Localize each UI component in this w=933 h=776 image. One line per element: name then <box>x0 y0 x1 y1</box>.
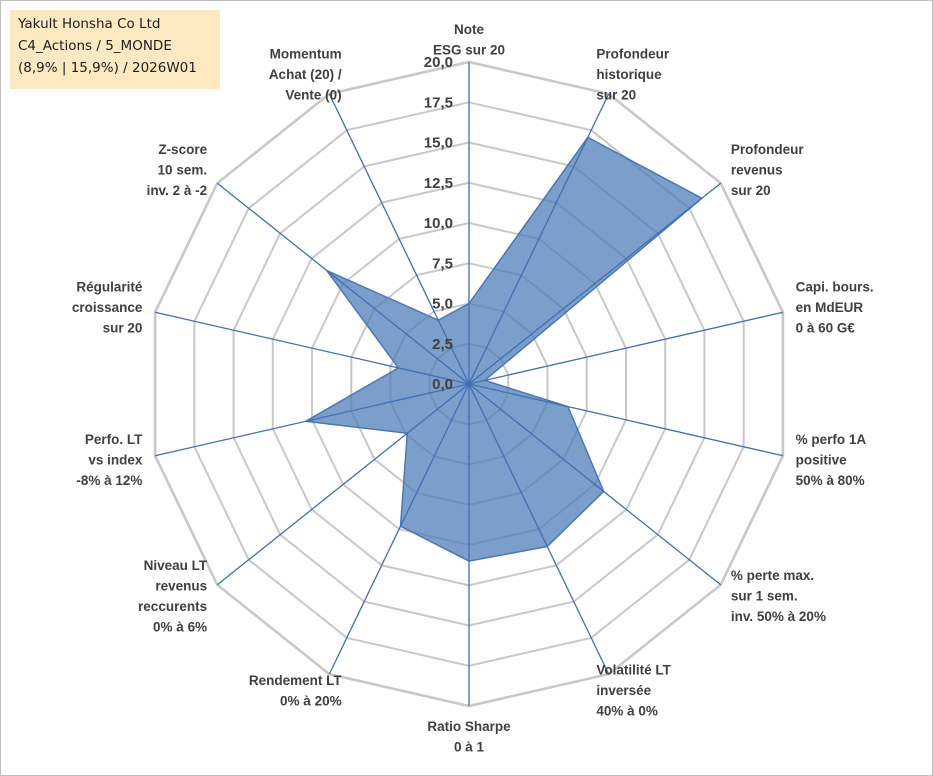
axis-label-line: sur 1 sem. <box>731 589 798 604</box>
axis-label-line: sur 20 <box>103 321 143 336</box>
info-company-name: Yakult Honsha Co Ltd <box>18 16 161 32</box>
axis-label: Momentum Achat (20) / Vente (0) <box>269 46 342 102</box>
axis-label: Rendement LT 0% à 20% <box>249 673 343 709</box>
axis-label-line: Momentum <box>270 46 342 61</box>
axis-spoke <box>468 383 722 586</box>
series-area <box>303 136 704 562</box>
info-portfolio: C4_Actions / 5_MONDE <box>18 38 172 54</box>
axis-label-line: Rendement LT <box>249 673 343 688</box>
axis-label-line: reccurents <box>138 599 207 614</box>
axis-label-line: en MdEUR <box>796 300 864 315</box>
tick-label: 12,5 <box>424 175 453 192</box>
axis-spoke <box>154 383 470 457</box>
axis-label-line: % perte max. <box>731 568 814 583</box>
tick-label: 0,0 <box>432 376 453 393</box>
tick-label: 20,0 <box>424 54 453 71</box>
tick-label: 10,0 <box>424 215 453 232</box>
axis-label-line: 0 à 60 G€ <box>796 321 856 336</box>
axis-label-line: Ratio Sharpe <box>427 719 511 734</box>
axis-label-line: sur 20 <box>596 87 636 102</box>
axis-spoke <box>328 93 470 385</box>
axis-label-line: revenus <box>155 579 207 594</box>
axis-spoke <box>216 383 470 586</box>
axis-label: Capi. bours. en MdEUR 0 à 60 G€ <box>796 280 874 336</box>
axis-label-line: Perfo. LT <box>85 432 143 447</box>
axis-label-line: 50% à 80% <box>796 473 865 488</box>
axis-label: % perfo 1A positive 50% à 80% <box>796 432 867 488</box>
axis-label-line: Z-score <box>158 142 207 157</box>
axis-label-line: inversée <box>596 683 651 698</box>
axis-label-line: 40% à 0% <box>596 704 658 719</box>
axis-label-line: Note <box>454 22 484 37</box>
axis-spoke <box>468 383 610 675</box>
axis-label-line: croissance <box>72 300 143 315</box>
axis-label: Ratio Sharpe 0 à 1 <box>427 719 511 755</box>
axis-spoke <box>216 182 470 385</box>
axis-label-line: Capi. bours. <box>796 280 874 295</box>
axis-label-line: Niveau LT <box>144 558 208 573</box>
tick-label: 17,5 <box>424 94 453 111</box>
radar-axis-labels: Note ESG sur 20 Profondeur historique sur 20… <box>72 22 874 755</box>
axis-label-line: historique <box>596 67 662 82</box>
axis-label-line: Profondeur <box>596 46 669 61</box>
axis-label: % perte max. sur 1 sem. inv. 50% à 20% <box>731 568 826 624</box>
axis-label-line: positive <box>796 452 848 467</box>
axis-spoke <box>328 383 470 675</box>
axis-spoke <box>154 311 470 385</box>
axis-label-line: vs index <box>88 452 143 467</box>
axis-label-line: Profondeur <box>731 142 804 157</box>
axis-label-line: 0 à 1 <box>454 740 485 755</box>
tick-label: 7,5 <box>432 255 453 272</box>
info-performance-week: (8,9% | 15,9%) / 2026W01 <box>18 60 197 76</box>
axis-label-line: Régularité <box>76 280 143 295</box>
axis-label-line: Vente (0) <box>285 87 341 102</box>
axis-label: Niveau LT revenus reccurents 0% à 6% <box>138 558 208 635</box>
axis-label-line: revenus <box>731 162 783 177</box>
axis-label-line: Achat (20) / <box>269 67 342 82</box>
axis-label: Volatilité LT inversée 40% à 0% <box>596 663 671 719</box>
axis-label-line: 0% à 20% <box>280 693 342 708</box>
radar-spokes <box>154 62 784 706</box>
radar-tick-labels: 0,0 2,5 5,0 7,5 10,0 12,5 15,0 17,5 20,0 <box>424 54 453 393</box>
tick-label: 2,5 <box>432 336 453 353</box>
axis-label-line: 10 sem. <box>158 162 208 177</box>
axis-label-line: inv. 50% à 20% <box>731 609 826 624</box>
info-box: Yakult Honsha Co Ltd C4_Actions / 5_MOND… <box>10 10 220 89</box>
axis-label: Note ESG sur 20 <box>433 22 505 58</box>
radar-series <box>303 136 704 562</box>
axis-label-line: % perfo 1A <box>796 432 867 447</box>
axis-label: Perfo. LT vs index -8% à 12% <box>76 432 143 488</box>
axis-label-line: -8% à 12% <box>76 473 142 488</box>
axis-spoke <box>468 182 722 385</box>
tick-label: 5,0 <box>432 296 453 313</box>
tick-label: 15,0 <box>424 135 453 152</box>
axis-label: Profondeur historique sur 20 <box>596 46 669 102</box>
axis-spoke <box>468 93 610 385</box>
axis-spoke <box>468 383 784 457</box>
axis-label-line: inv. 2 à -2 <box>147 183 208 198</box>
axis-spoke <box>468 311 784 385</box>
axis-label: Régularité croissance sur 20 <box>72 280 143 336</box>
axis-label-line: Volatilité LT <box>596 663 671 678</box>
axis-label-line: 0% à 6% <box>153 620 207 635</box>
axis-label-line: ESG sur 20 <box>433 43 505 58</box>
axis-label-line: sur 20 <box>731 183 771 198</box>
axis-label: Profondeur revenus sur 20 <box>731 142 804 198</box>
axis-label: Z-score 10 sem. inv. 2 à -2 <box>147 142 208 198</box>
